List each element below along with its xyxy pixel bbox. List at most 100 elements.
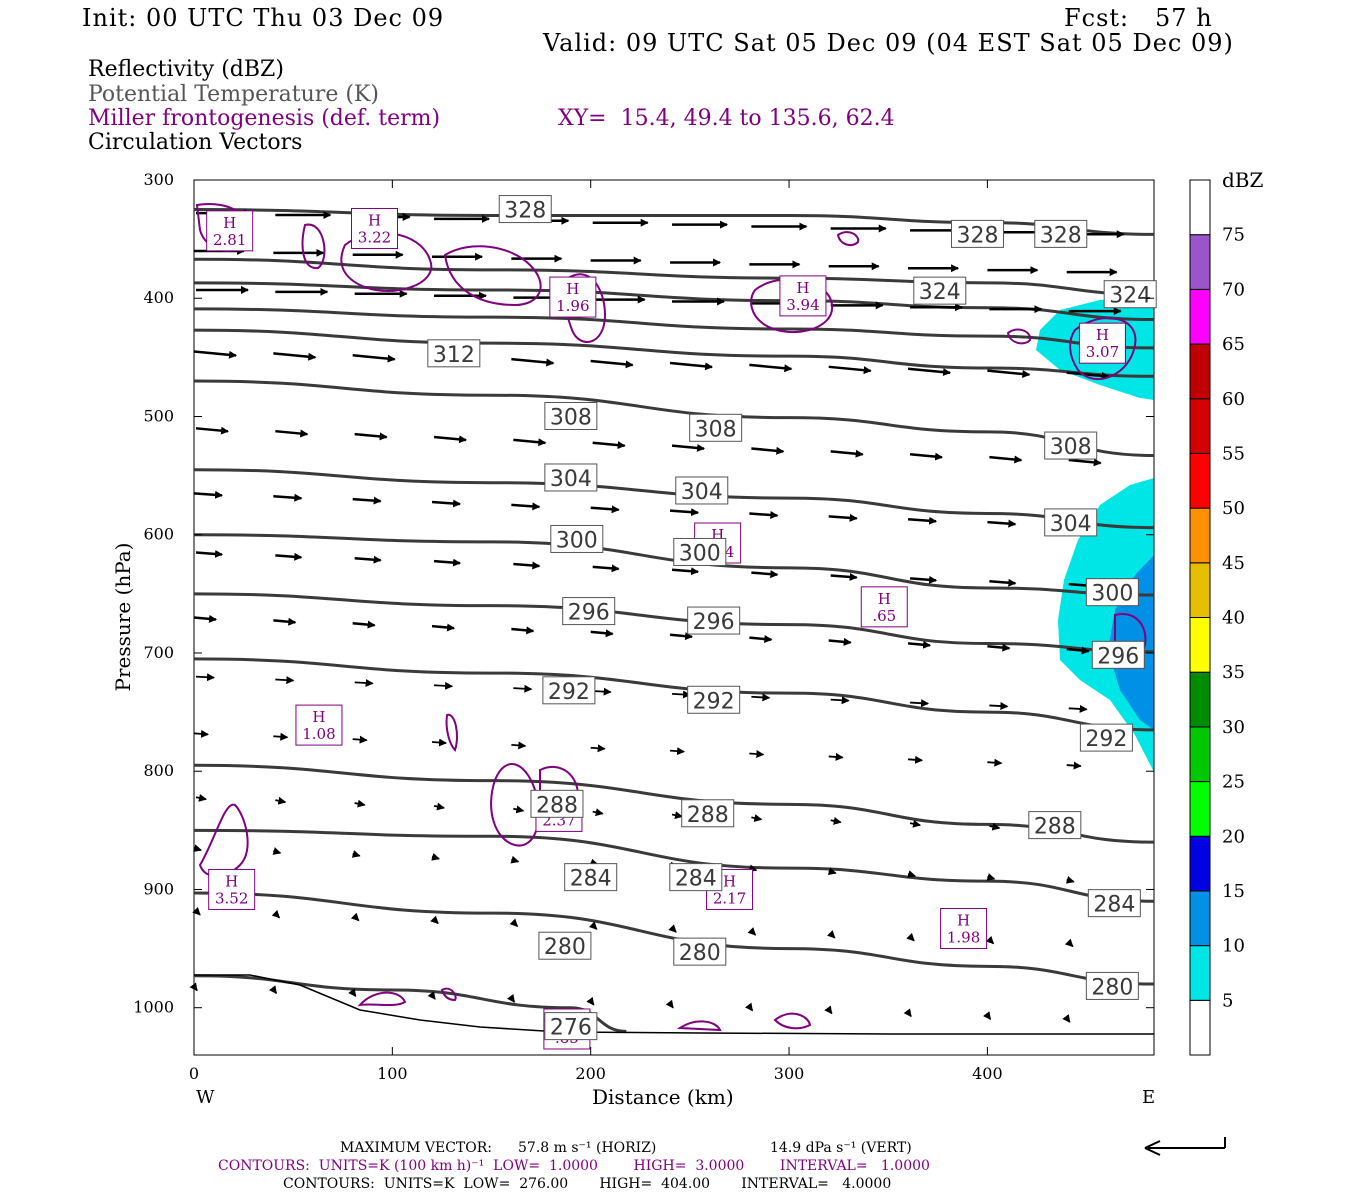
frontogenesis-max-box: [549, 276, 597, 318]
circulation-vector: [431, 499, 462, 508]
circulation-vector: [907, 367, 952, 377]
colorbar-tick-label: 50: [1222, 498, 1245, 519]
theta-label-box: [544, 1012, 598, 1041]
circulation-vector: [511, 741, 527, 750]
theta-label-box: [687, 685, 741, 714]
colorbar-tick-label: 25: [1222, 772, 1245, 793]
circulation-vector: [275, 552, 303, 561]
circulation-vector: [431, 852, 440, 861]
colorbar-tick-label: 30: [1222, 717, 1245, 738]
circulation-vector: [513, 438, 547, 447]
theta-label-text: 276: [550, 1016, 592, 1041]
y-tick-label: 600: [143, 525, 174, 544]
theta-label-text: 296: [1097, 644, 1139, 669]
frontogenesis-max-letter: H: [312, 708, 325, 726]
circulation-vector: [431, 738, 448, 747]
frontogenesis-contour: [440, 987, 457, 1002]
colorbar-bin: [1189, 179, 1211, 236]
circulation-vector: [830, 449, 864, 458]
circulation-vector: [669, 508, 700, 517]
frontogenesis-contours: [195, 203, 1147, 1032]
theta-label-box: [530, 789, 584, 818]
theta-label-box: [1079, 723, 1133, 752]
circulation-vector: [830, 572, 858, 581]
theta-label-box: [1028, 811, 1082, 840]
theta-label-292: 292: [687, 685, 741, 714]
theta-label-box: [1103, 280, 1157, 309]
theta-contour-280: [193, 891, 1155, 986]
contours-info-theta: CONTOURS: UNITS=K LOW= 276.00 HIGH= 404.…: [283, 1176, 892, 1192]
theta-label-box: [544, 401, 598, 430]
circulation-vector: [431, 623, 456, 632]
theta-label-box: [913, 276, 967, 305]
theta-label-304: 304: [544, 463, 598, 492]
theta-label-text: 308: [1050, 435, 1092, 460]
circulation-vector: [433, 435, 468, 444]
circulation-vector: [826, 930, 836, 939]
frontogenesis-contour: [773, 1012, 812, 1030]
frontogenesis-max-letter: H: [223, 214, 236, 232]
theta-label-328: 328: [950, 219, 1004, 248]
theta-label-text: 324: [1109, 284, 1151, 309]
theta-label-box: [675, 476, 729, 505]
theta-label-text: 288: [536, 793, 578, 818]
legend-title-theta: Potential Temperature (K): [88, 82, 379, 107]
circulation-vector: [669, 632, 694, 641]
x-tick-label: 400: [972, 1064, 1003, 1083]
frontogenesis-max-letter: H: [878, 590, 891, 608]
y-tick-label: 300: [143, 170, 174, 189]
colorbar-tick-label: 40: [1222, 608, 1245, 629]
frontogenesis-max-label: H3.07: [1078, 322, 1126, 364]
theta-label-312: 312: [427, 339, 481, 368]
circulation-vector: [987, 369, 1031, 378]
frontogenesis-max-box: [860, 586, 908, 628]
x-tick-label: 200: [575, 1064, 606, 1083]
colorbar-tick-label: 35: [1222, 662, 1245, 683]
theta-label-288: 288: [1028, 811, 1082, 840]
frontogenesis-contour: [357, 991, 407, 1007]
frontogenesis-max-label: H.65: [860, 586, 908, 628]
legend-title-reflectivity: Reflectivity (dBZ): [88, 57, 284, 82]
valid-time: Valid: 09 UTC Sat 05 Dec 09 (04 EST Sat …: [543, 29, 1234, 57]
circulation-vector: [1064, 938, 1074, 948]
theta-label-284: 284: [1087, 889, 1141, 918]
frontogenesis-contour: [836, 231, 860, 247]
circulation-vector: [827, 867, 837, 876]
circulation-vector: [590, 629, 614, 638]
theta-contour-304: [193, 468, 1155, 530]
theta-label-328: 328: [1034, 219, 1088, 248]
frontogenesis-max-letter: H: [368, 211, 381, 229]
theta-label-box: [673, 537, 727, 566]
theta-label-text: 284: [570, 867, 612, 892]
circulation-vector: [989, 455, 1023, 464]
colorbar-tick-label: 55: [1222, 443, 1245, 464]
theta-label-text: 280: [679, 941, 721, 966]
theta-label-284: 284: [669, 863, 723, 892]
frontogenesis-max-label: H3.52: [208, 868, 256, 910]
frontogenesis-max-box: [350, 207, 398, 249]
frontogenesis-contour: [676, 1020, 722, 1032]
circulation-vector: [1066, 761, 1082, 770]
theta-label-box: [564, 863, 618, 892]
circulation-vector: [511, 502, 541, 511]
theta-label-box: [1085, 578, 1139, 607]
frontogenesis-max-box: [206, 210, 254, 252]
circulation-vector: [352, 735, 368, 744]
circulation-vector: [590, 359, 634, 369]
y-tick-label: 700: [143, 643, 174, 662]
max-vector-horiz: 57.8 m s⁻¹ (HORIZ): [518, 1140, 657, 1156]
circulation-vector: [828, 513, 858, 522]
theta-contour-316: [193, 307, 1155, 350]
circulation-vector: [195, 549, 223, 558]
theta-label-288: 288: [681, 799, 735, 828]
theta-label-text: 328: [1040, 223, 1082, 248]
circulation-vector: [1068, 458, 1102, 467]
circulation-vector: [909, 699, 930, 708]
circulation-vector: [192, 906, 201, 916]
theta-label-box: [562, 597, 616, 626]
legend-title-vectors: Circulation Vectors: [88, 130, 303, 155]
colorbar-tick-label: 20: [1222, 826, 1245, 847]
circulation-vector: [193, 614, 217, 623]
frontogenesis-max-letter: H: [796, 279, 809, 297]
circulation-vector: [272, 847, 282, 855]
